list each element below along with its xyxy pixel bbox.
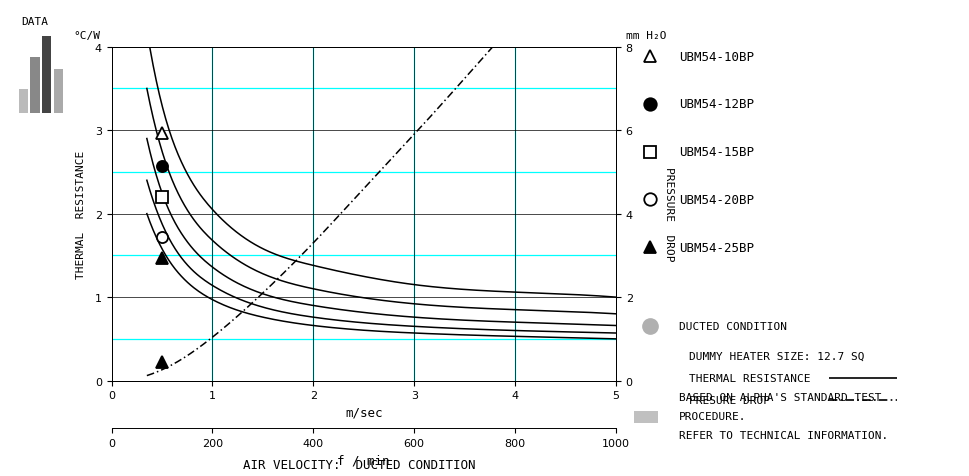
Text: REFER TO TECHNICAL INFORMATION.: REFER TO TECHNICAL INFORMATION. <box>678 431 888 440</box>
X-axis label: f / min: f / min <box>337 454 390 466</box>
Text: UBM54-20BP: UBM54-20BP <box>678 193 753 207</box>
Text: DUCTED CONDITION: DUCTED CONDITION <box>678 321 786 331</box>
Bar <box>53 70 63 114</box>
Text: THERMAL RESISTANCE: THERMAL RESISTANCE <box>688 374 809 383</box>
Bar <box>30 58 40 114</box>
Text: BASED ON ALPHA'S STANDARD TEST: BASED ON ALPHA'S STANDARD TEST <box>678 393 881 402</box>
Text: °C/W: °C/W <box>74 31 101 41</box>
X-axis label: m/sec: m/sec <box>345 406 382 419</box>
Text: PRESURE DROP: PRESURE DROP <box>688 395 769 405</box>
Bar <box>18 90 28 114</box>
Text: PROCEDURE.: PROCEDURE. <box>678 412 746 421</box>
Text: UBM54-15BP: UBM54-15BP <box>678 146 753 159</box>
Text: AIR VELOCITY:  DUCTED CONDITION: AIR VELOCITY: DUCTED CONDITION <box>242 458 475 471</box>
Y-axis label: PRESSURE  DROP: PRESSURE DROP <box>664 167 673 261</box>
Y-axis label: THERMAL  RESISTANCE: THERMAL RESISTANCE <box>77 150 86 278</box>
Text: UBM54-25BP: UBM54-25BP <box>678 241 753 254</box>
Bar <box>42 38 51 114</box>
Text: DATA: DATA <box>21 17 48 27</box>
Text: mm H₂O: mm H₂O <box>625 31 666 41</box>
Text: DUMMY HEATER SIZE: 12.7 SQ: DUMMY HEATER SIZE: 12.7 SQ <box>688 351 863 360</box>
Text: UBM54-10BP: UBM54-10BP <box>678 50 753 64</box>
Text: UBM54-12BP: UBM54-12BP <box>678 98 753 111</box>
